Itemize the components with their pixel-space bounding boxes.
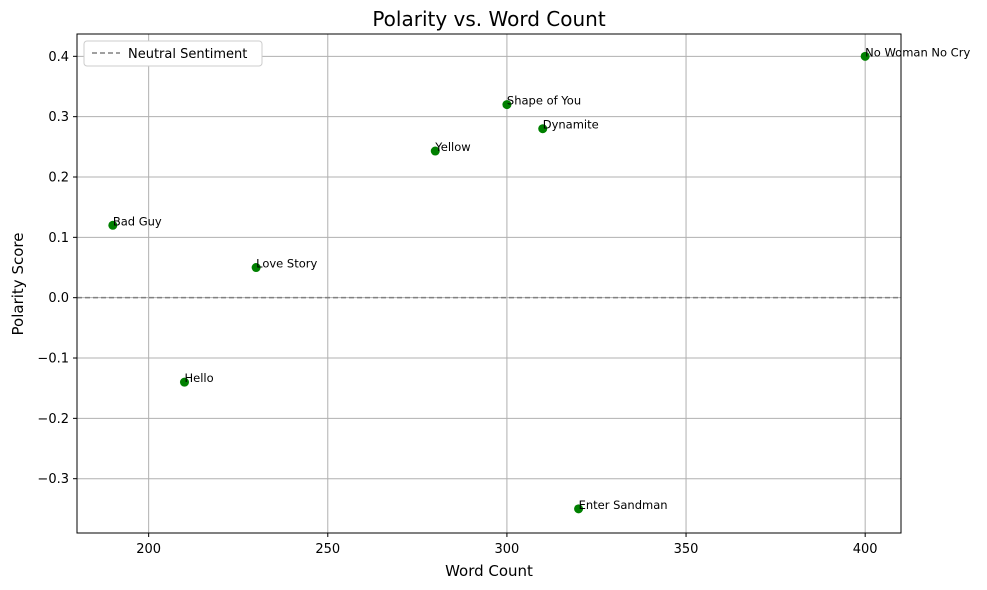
data-point	[574, 504, 584, 514]
data-point	[179, 377, 189, 387]
points-layer	[108, 51, 870, 514]
legend-box	[83, 40, 263, 67]
data-point	[251, 263, 261, 273]
data-point	[108, 220, 118, 230]
x-tick-label: 400	[853, 542, 878, 557]
y-tick-label: 0.2	[48, 171, 69, 186]
data-point	[430, 146, 440, 156]
data-point	[538, 124, 548, 134]
point-label: Dynamite	[543, 118, 599, 132]
y-axis-title: Polarity Score	[9, 233, 27, 336]
y-tick-label: 0.1	[48, 231, 69, 246]
point-label: No Woman No Cry	[865, 45, 970, 59]
y-tick-label: 0.3	[48, 110, 69, 125]
y-tick-label: 0.4	[48, 50, 69, 65]
point-label: Yellow	[434, 140, 470, 154]
point-label: Shape of You	[507, 94, 581, 108]
point-label: Hello	[184, 371, 213, 385]
point-labels-layer: No Woman No Cry Shape of You Dynamite Yello…	[113, 45, 971, 512]
point-label: Enter Sandman	[579, 498, 668, 512]
y-tick-label: −0.2	[37, 412, 69, 427]
point-label: Love Story	[256, 257, 317, 271]
point-label: Bad Guy	[113, 214, 162, 228]
legend-label-neutral: Neutral Sentiment	[128, 47, 247, 62]
x-tick-label: 350	[674, 542, 699, 557]
plot-area-frame	[76, 33, 902, 534]
x-axis: 200 250 300 350 400	[136, 533, 878, 557]
y-tick-label: −0.1	[37, 352, 69, 367]
y-tick-label: 0.0	[48, 291, 69, 306]
x-tick-label: 250	[315, 542, 340, 557]
x-axis-title: Word Count	[445, 562, 533, 580]
x-tick-label: 300	[494, 542, 519, 557]
y-tick-label: −0.3	[37, 472, 69, 487]
data-point	[860, 51, 870, 61]
y-axis: −0.3 −0.2 −0.1 0.0 0.1 0.2 0.3 0.4	[37, 50, 77, 487]
x-tick-label: 200	[136, 542, 161, 557]
chart-title: Polarity vs. Word Count	[372, 7, 605, 31]
data-point	[502, 100, 512, 110]
legend: Neutral Sentiment	[83, 40, 263, 67]
